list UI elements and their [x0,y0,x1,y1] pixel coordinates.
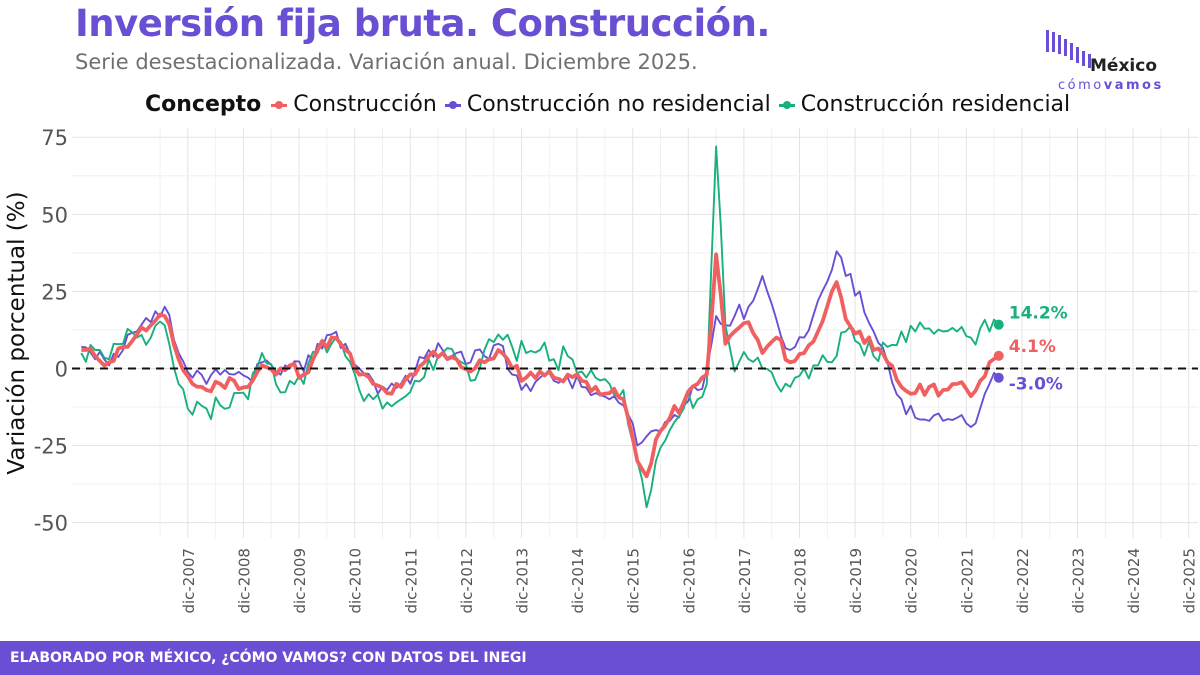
legend-item-construccion: Construcción [271,92,437,117]
legend-item-no-residencial: Construcción no residencial [444,92,771,117]
line-chart: 75 50 25 0 -25 -50 dic-2007 dic-2008 dic-2009 dic… [4,126,1199,614]
logo-tagline: cómovamos [1058,78,1164,93]
x-tick-label: dic-2009 [291,548,309,614]
y-tick-label: 25 [41,280,68,304]
x-tick-label: dic-2024 [1125,548,1143,614]
x-tick-label: dic-2017 [736,548,754,614]
end-point-construccion-residencial [993,319,1004,330]
end-point-construccion [993,350,1004,361]
logo-bars-icon [1046,30,1091,68]
legend-key-construccion [271,98,288,112]
mexico-como-vamos-logo [1044,26,1174,96]
x-tick-label: dic-2018 [791,548,809,614]
x-tick-label: dic-2019 [847,548,865,614]
chart-subtitle: Serie desestacionalizada. Variación anua… [75,50,698,74]
series-line-construccion-no-residencial [81,250,1000,447]
series-line-construccion-residencial [80,145,1000,509]
end-label-construccion-no-residencial: -3.0% [1009,375,1063,395]
y-tick-label: 75 [41,126,68,150]
x-tick-label: dic-2016 [680,548,698,614]
x-tick-label: dic-2008 [235,548,253,614]
logo-tagline-bold: vamos [1103,78,1164,93]
x-tick-label: dic-2022 [1014,548,1032,614]
y-tick-label: -50 [34,512,68,536]
x-tick-label: dic-2023 [1070,548,1088,614]
chart-title: Inversión fija bruta. Construcción. [75,2,770,45]
legend-item-residencial: Construcción residencial [778,92,1071,117]
x-tick-label: dic-2021 [958,548,976,614]
x-tick-label: dic-2025 [1181,548,1199,614]
end-point-construccion-no-residencial [993,372,1004,383]
end-label-construccion-residencial: 14.2% [1009,304,1068,324]
x-tick-label: dic-2012 [458,548,476,614]
x-tick-label: dic-2013 [513,548,531,614]
footer-bar: ELABORADO POR MÉXICO, ¿CÓMO VAMOS? CON D… [0,641,1200,675]
end-label-construccion: 4.1% [1009,337,1056,357]
legend-title: Concepto [145,92,262,117]
legend-label-no-residencial: Construcción no residencial [466,92,771,117]
x-tick-label: dic-2011 [402,548,420,614]
x-tick-label: dic-2010 [347,548,365,614]
logo-tagline-light: cómo [1058,78,1104,93]
y-tick-label: -25 [34,435,68,459]
legend-label-construccion: Construcción [293,92,437,117]
legend: Concepto Construcción Construcción no re… [145,92,1078,117]
y-axis-title: Variación porcentual (%) [4,191,30,474]
x-tick-label: dic-2015 [625,548,643,614]
legend-key-residencial [778,98,795,112]
y-tick-label: 0 [55,357,68,381]
legend-key-no-residencial [444,98,461,112]
footer-credit: ELABORADO POR MÉXICO, ¿CÓMO VAMOS? CON D… [10,650,527,666]
legend-label-residencial: Construcción residencial [800,92,1071,117]
x-tick-label: dic-2014 [569,548,587,614]
x-tick-label: dic-2020 [903,548,921,614]
logo-name: México [1090,56,1157,76]
y-tick-label: 50 [41,203,68,227]
x-tick-label: dic-2007 [180,548,198,614]
series-line-construccion [81,252,1000,479]
